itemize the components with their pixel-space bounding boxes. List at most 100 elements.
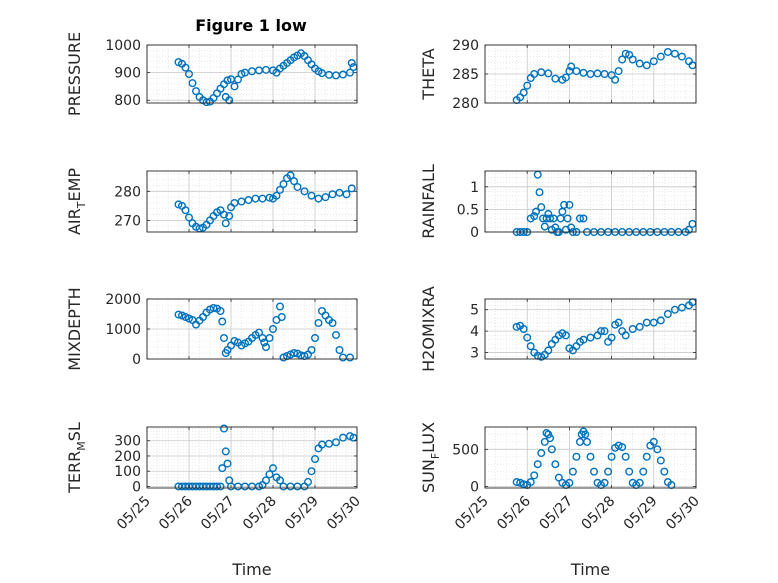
data-point bbox=[531, 207, 540, 216]
y-tick-label: 500 bbox=[452, 442, 479, 458]
data-point bbox=[318, 69, 327, 78]
data-point bbox=[670, 49, 679, 58]
data-point bbox=[621, 452, 630, 461]
data-point bbox=[635, 59, 644, 68]
data-point bbox=[342, 190, 351, 199]
axes-box bbox=[484, 298, 697, 360]
data-point bbox=[347, 184, 356, 193]
axes-box bbox=[146, 170, 358, 233]
data-point bbox=[533, 460, 542, 469]
data-point bbox=[269, 325, 278, 334]
data-point bbox=[544, 209, 553, 218]
data-point bbox=[547, 445, 556, 454]
data-point bbox=[523, 333, 532, 342]
data-series bbox=[512, 298, 697, 361]
subplot-6: 3 4 5 H2OMIXRA bbox=[419, 286, 697, 372]
data-point bbox=[604, 467, 613, 476]
data-point bbox=[262, 343, 271, 352]
y-axis-label: AIRTEMP bbox=[65, 168, 88, 235]
data-point bbox=[216, 307, 225, 316]
data-point bbox=[311, 334, 320, 343]
y-tick-label: 290 bbox=[452, 38, 479, 54]
data-point bbox=[346, 68, 355, 77]
minor-grid bbox=[485, 299, 696, 359]
y-axis-label-subscript: T bbox=[75, 201, 88, 209]
data-point bbox=[546, 214, 555, 223]
data-point bbox=[191, 87, 200, 96]
y-tick-label: 0 bbox=[132, 352, 141, 368]
data-point bbox=[635, 478, 644, 487]
data-point bbox=[568, 467, 577, 476]
data-point bbox=[174, 310, 183, 319]
data-point bbox=[254, 328, 263, 337]
y-axis-label-part: EMP bbox=[65, 168, 84, 202]
data-point bbox=[300, 187, 309, 196]
minor-grid bbox=[485, 171, 696, 233]
data-point bbox=[544, 69, 553, 78]
data-point bbox=[328, 319, 337, 328]
data-point bbox=[663, 47, 672, 56]
data-point bbox=[660, 467, 669, 476]
data-series bbox=[512, 47, 697, 105]
data-point bbox=[184, 69, 193, 78]
data-point bbox=[677, 52, 686, 61]
data-point bbox=[181, 206, 190, 215]
subplot-2: 280 285 290 THETA bbox=[419, 38, 697, 112]
data-point bbox=[332, 331, 341, 340]
data-point bbox=[339, 433, 348, 442]
data-point bbox=[649, 318, 658, 327]
subplot-1: 800 900 1000 PRESSURE bbox=[65, 32, 358, 116]
data-point bbox=[212, 482, 221, 491]
y-tick-label: 0 bbox=[470, 225, 479, 241]
data-point bbox=[614, 318, 623, 327]
data-point bbox=[621, 331, 630, 340]
data-point bbox=[321, 193, 330, 202]
data-point bbox=[642, 61, 651, 70]
data-point bbox=[670, 305, 679, 314]
data-point bbox=[628, 55, 637, 64]
data-point bbox=[560, 200, 569, 209]
data-point bbox=[572, 452, 581, 461]
y-tick-label: 800 bbox=[114, 93, 141, 109]
data-point bbox=[202, 98, 211, 107]
data-point bbox=[219, 424, 228, 433]
data-point bbox=[581, 430, 590, 439]
data-point bbox=[639, 467, 648, 476]
data-point bbox=[339, 70, 348, 79]
data-point bbox=[221, 447, 230, 456]
data-point bbox=[218, 317, 227, 326]
y-axis-label: THETA bbox=[419, 48, 438, 100]
y-axis-label-part: TERR bbox=[65, 451, 84, 494]
data-point bbox=[656, 316, 665, 325]
y-axis-label-part: AIR bbox=[65, 208, 84, 235]
data-point bbox=[221, 219, 230, 228]
data-point bbox=[233, 75, 242, 84]
data-point bbox=[535, 188, 544, 197]
data-point bbox=[540, 437, 549, 446]
major-grid bbox=[484, 299, 697, 359]
data-point bbox=[618, 443, 627, 452]
data-point bbox=[188, 79, 197, 88]
data-point bbox=[561, 331, 570, 340]
data-point bbox=[625, 467, 634, 476]
y-axis-label: MIXDEPTH bbox=[65, 287, 84, 370]
data-point bbox=[649, 57, 658, 66]
data-point bbox=[347, 58, 356, 67]
data-point bbox=[572, 67, 581, 76]
data-point bbox=[597, 327, 606, 336]
y-axis-label-subscript: F bbox=[429, 453, 442, 459]
data-point bbox=[269, 464, 278, 473]
data-point bbox=[276, 476, 285, 485]
data-point bbox=[523, 81, 532, 90]
data-point bbox=[272, 191, 281, 200]
data-point bbox=[586, 333, 595, 342]
data-point bbox=[307, 467, 316, 476]
data-series bbox=[174, 171, 356, 233]
data-point bbox=[621, 49, 630, 58]
data-point bbox=[628, 325, 637, 334]
data-point bbox=[600, 327, 609, 336]
data-point bbox=[600, 478, 609, 487]
data-point bbox=[307, 346, 316, 355]
data-point bbox=[290, 349, 299, 358]
